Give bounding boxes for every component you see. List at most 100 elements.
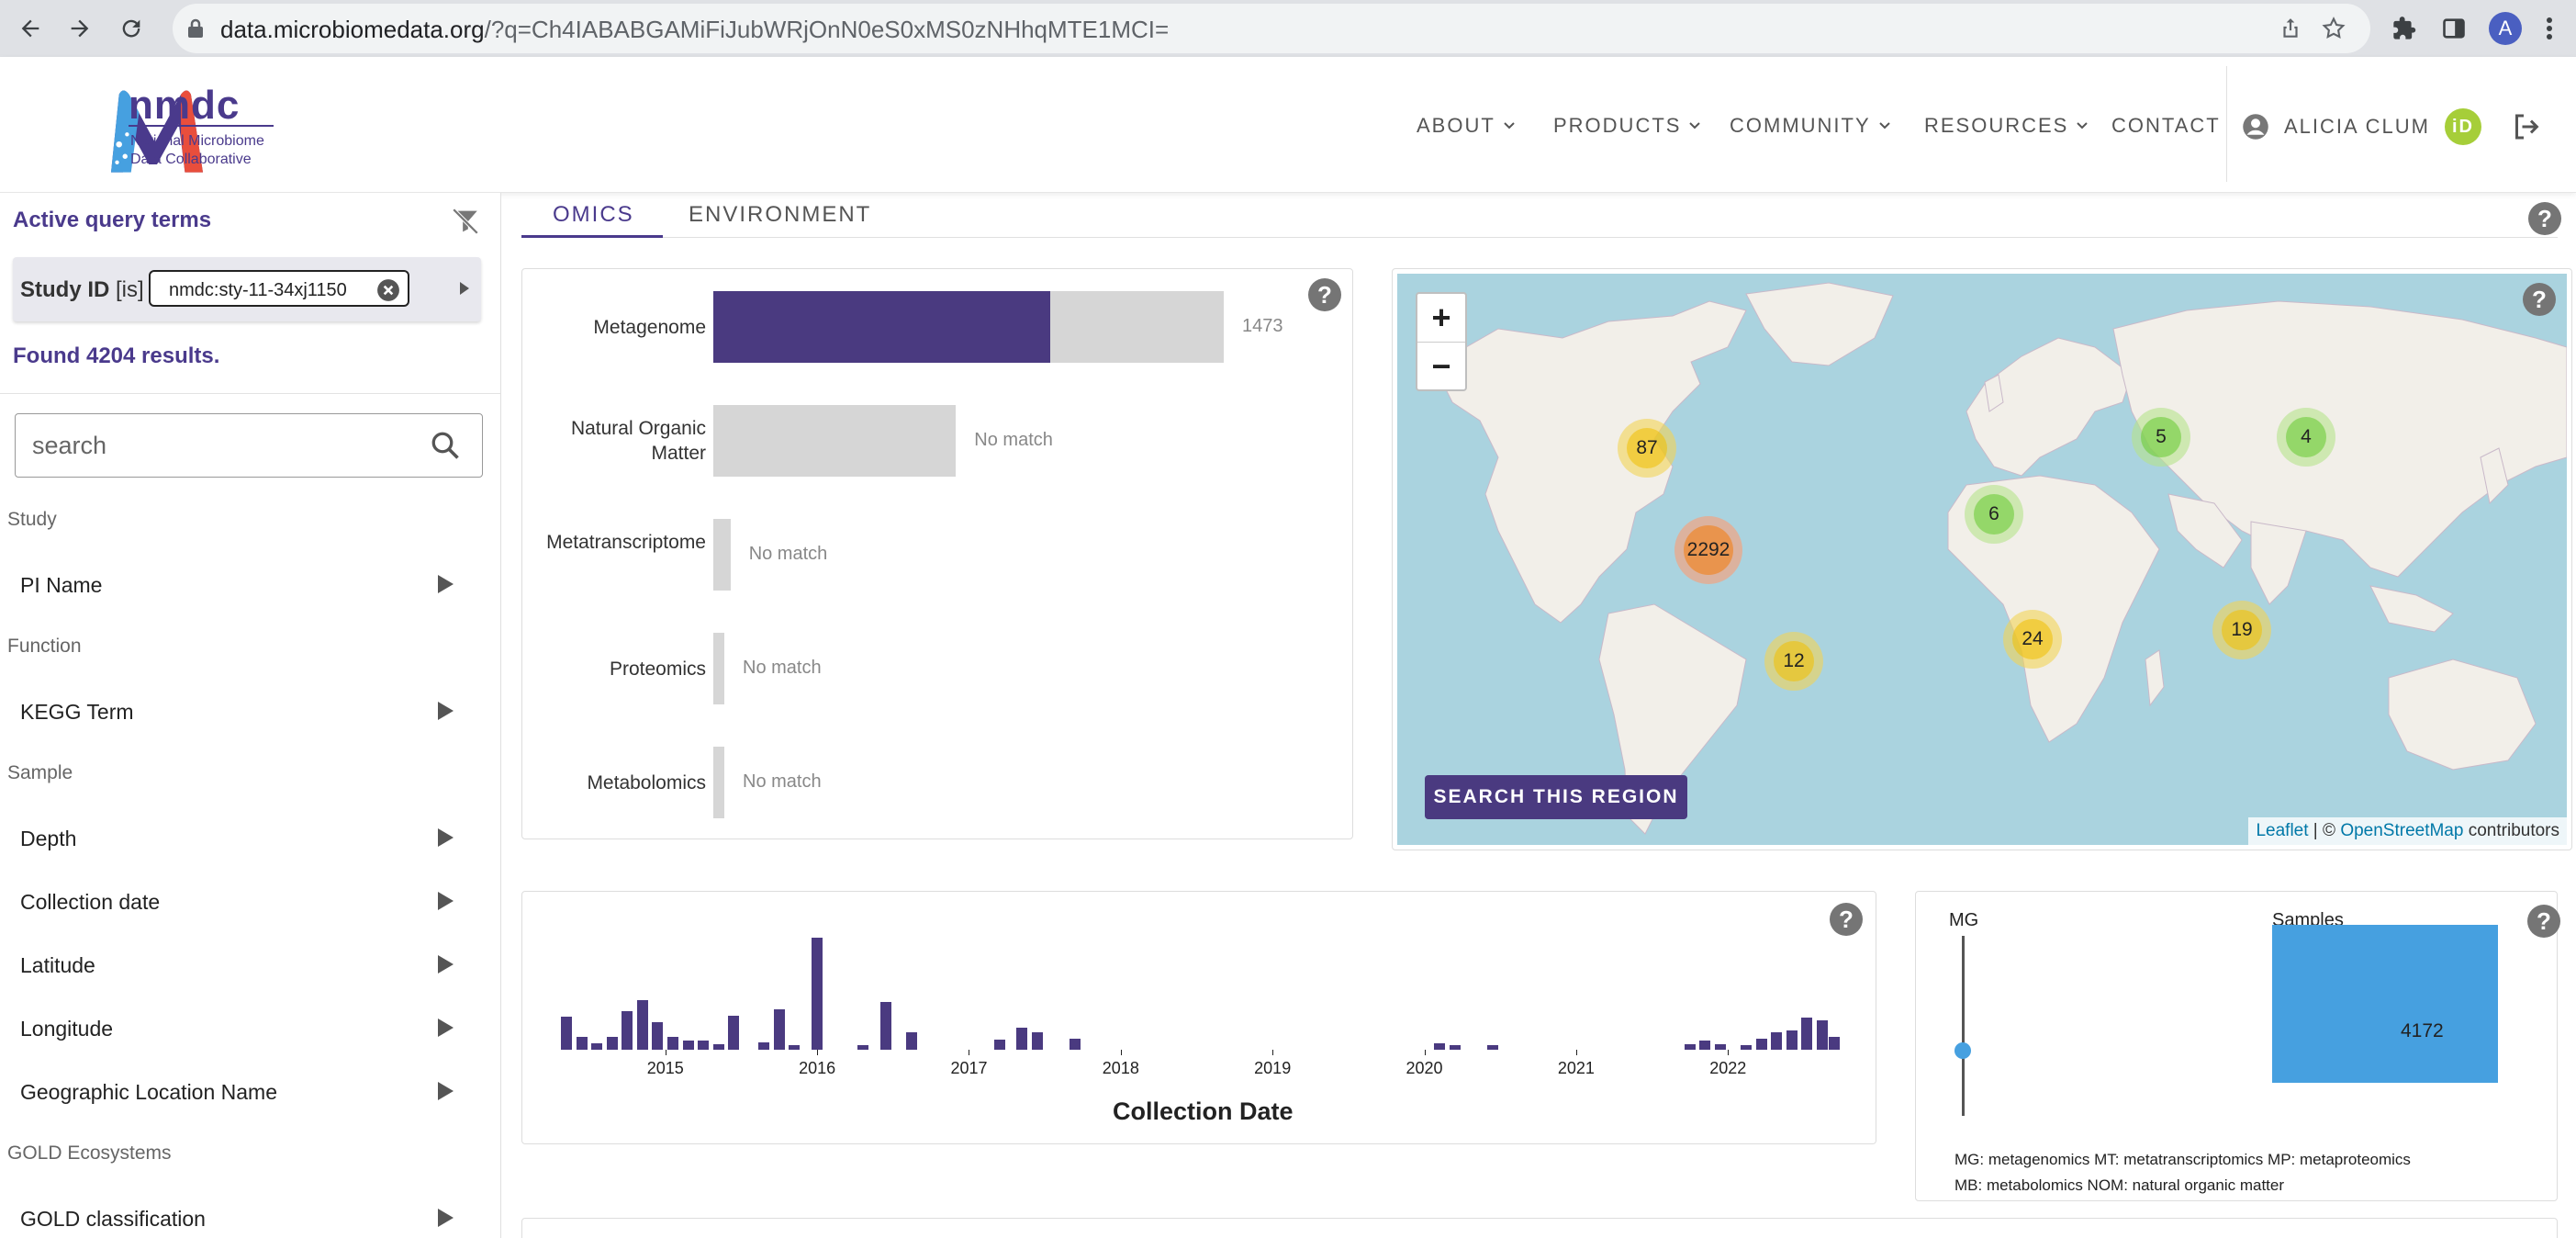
map-cluster-marker[interactable]: 12 <box>1764 632 1823 691</box>
histogram-bar[interactable] <box>728 1015 740 1050</box>
map-cluster-marker[interactable]: 4 <box>2277 408 2335 467</box>
lock-icon <box>188 18 203 38</box>
facet-geo-location-name[interactable]: Geographic Location Name <box>0 1065 500 1117</box>
histogram-bar[interactable] <box>561 1016 573 1050</box>
world-map[interactable]: + − 87 2292 12 6 24 5 4 19 SEARCH THIS R… <box>1397 274 2567 845</box>
remove-term-icon[interactable] <box>376 278 400 302</box>
nav-contact[interactable]: CONTACT <box>2111 114 2221 137</box>
histogram-bar[interactable] <box>773 1008 785 1050</box>
upset-samples-bar[interactable] <box>2272 925 2498 1083</box>
bookmark-star-icon[interactable] <box>2321 16 2346 41</box>
histogram-bar[interactable] <box>622 1010 633 1050</box>
search-this-region-button[interactable]: SEARCH THIS REGION <box>1425 775 1687 819</box>
tab-omics[interactable]: OMICS <box>553 202 634 227</box>
histogram-bar[interactable] <box>1684 1043 1696 1050</box>
histogram-tick-label: 2018 <box>1102 1059 1139 1077</box>
histogram-bar[interactable] <box>857 1044 868 1050</box>
facet-kegg-term[interactable]: KEGG Term <box>0 685 500 737</box>
histogram-bar[interactable] <box>652 1021 664 1050</box>
histogram-bar[interactable] <box>1755 1038 1767 1050</box>
share-icon[interactable] <box>2279 16 2302 41</box>
histogram-bar[interactable] <box>879 1001 891 1050</box>
facet-collection-date[interactable]: Collection date <box>0 875 500 927</box>
map-cluster-marker[interactable]: 24 <box>2003 610 2062 669</box>
nav-resources[interactable]: RESOURCES <box>1924 114 2089 138</box>
help-icon[interactable]: ? <box>1830 903 1863 936</box>
histogram-bar[interactable] <box>1816 1019 1828 1050</box>
facet-depth[interactable]: Depth <box>0 812 500 863</box>
histogram-bar[interactable] <box>1714 1043 1726 1050</box>
histogram-bar[interactable] <box>812 938 823 1050</box>
logo-wordmark[interactable]: nmdc <box>129 83 241 128</box>
histogram-bar[interactable] <box>1771 1031 1783 1050</box>
histogram-bar[interactable] <box>993 1039 1005 1050</box>
histogram-bar[interactable] <box>1828 1036 1840 1050</box>
histogram-bar[interactable] <box>591 1042 603 1050</box>
profile-avatar[interactable]: A <box>2486 9 2525 48</box>
histogram-bar[interactable] <box>758 1041 770 1050</box>
nmdc-logo-icon[interactable] <box>24 84 290 176</box>
query-term-chip[interactable]: nmdc:sty-11-34xj1150 <box>149 270 409 307</box>
tab-environment[interactable]: ENVIRONMENT <box>689 202 872 227</box>
help-icon[interactable]: ? <box>2528 202 2561 235</box>
histogram-bar[interactable] <box>1434 1042 1446 1050</box>
logout-icon[interactable] <box>2510 110 2543 143</box>
extensions-puzzle-icon[interactable] <box>2385 9 2424 48</box>
nav-products[interactable]: PRODUCTS <box>1553 114 1701 138</box>
map-cluster-marker[interactable]: 2292 <box>1674 516 1742 584</box>
histogram-bar[interactable] <box>698 1040 710 1050</box>
histogram-bar[interactable] <box>576 1036 588 1050</box>
omics-bar-total[interactable] <box>713 405 957 477</box>
histogram-bar[interactable] <box>1786 1030 1798 1050</box>
facet-pi-name[interactable]: PI Name <box>0 558 500 610</box>
facet-latitude[interactable]: Latitude <box>0 939 500 990</box>
help-icon[interactable]: ? <box>1308 278 1341 311</box>
histogram-bar[interactable] <box>1699 1040 1711 1050</box>
side-panel-icon[interactable] <box>2435 9 2473 48</box>
zoom-controls: + − <box>1416 292 1467 391</box>
address-bar[interactable]: data.microbiomedata.org/?q=Ch4IABABGAMiF… <box>173 4 2370 53</box>
histogram-bar[interactable] <box>1449 1044 1461 1050</box>
omics-bar-total[interactable] <box>713 633 724 704</box>
search-icon[interactable] <box>429 429 462 462</box>
facet-gold-classification[interactable]: GOLD classification <box>0 1192 500 1238</box>
clear-filters-icon[interactable] <box>450 206 481 237</box>
omics-bar-total[interactable] <box>713 519 731 591</box>
map-cluster-marker[interactable]: 87 <box>1618 419 1676 478</box>
back-icon[interactable] <box>11 9 50 48</box>
histogram-bar[interactable] <box>1070 1038 1081 1050</box>
help-icon[interactable]: ? <box>2523 283 2556 316</box>
chrome-menu-icon[interactable] <box>2530 9 2569 48</box>
zoom-out-button[interactable]: − <box>1417 342 1465 389</box>
nav-about[interactable]: ABOUT <box>1417 114 1516 138</box>
omics-bar-total[interactable] <box>713 747 724 818</box>
histogram-bar[interactable] <box>1031 1031 1043 1050</box>
histogram-bar[interactable] <box>682 1040 694 1050</box>
reload-icon[interactable] <box>112 9 151 48</box>
facet-search-input[interactable] <box>32 427 418 464</box>
histogram-bar[interactable] <box>1016 1027 1028 1050</box>
zoom-in-button[interactable]: + <box>1431 298 1451 336</box>
map-cluster-marker[interactable]: 19 <box>2212 601 2271 659</box>
help-icon[interactable]: ? <box>2527 905 2560 938</box>
map-cluster-marker[interactable]: 5 <box>2132 408 2190 467</box>
forward-icon[interactable] <box>61 9 99 48</box>
leaflet-link[interactable]: Leaflet <box>2256 821 2309 840</box>
histogram-bar[interactable] <box>789 1044 801 1050</box>
histogram-bar[interactable] <box>1741 1044 1753 1050</box>
histogram-bar[interactable] <box>1486 1044 1498 1050</box>
histogram-tick-mark <box>1272 1050 1274 1055</box>
histogram-bar[interactable] <box>905 1031 917 1050</box>
facet-longitude[interactable]: Longitude <box>0 1002 500 1053</box>
histogram-bar[interactable] <box>712 1043 724 1050</box>
map-cluster-marker[interactable]: 6 <box>1965 485 2023 544</box>
user-menu[interactable]: ALICIA CLUM iD <box>2242 108 2481 145</box>
histogram-bar[interactable] <box>606 1036 618 1050</box>
omics-bar-matched[interactable] <box>713 291 1051 363</box>
histogram-bar[interactable] <box>667 1036 678 1050</box>
histogram-bar[interactable] <box>1801 1017 1813 1050</box>
osm-link[interactable]: OpenStreetMap <box>2340 821 2464 840</box>
expand-term-icon[interactable] <box>457 279 472 298</box>
histogram-bar[interactable] <box>636 999 648 1050</box>
nav-community[interactable]: COMMUNITY <box>1730 114 1891 138</box>
